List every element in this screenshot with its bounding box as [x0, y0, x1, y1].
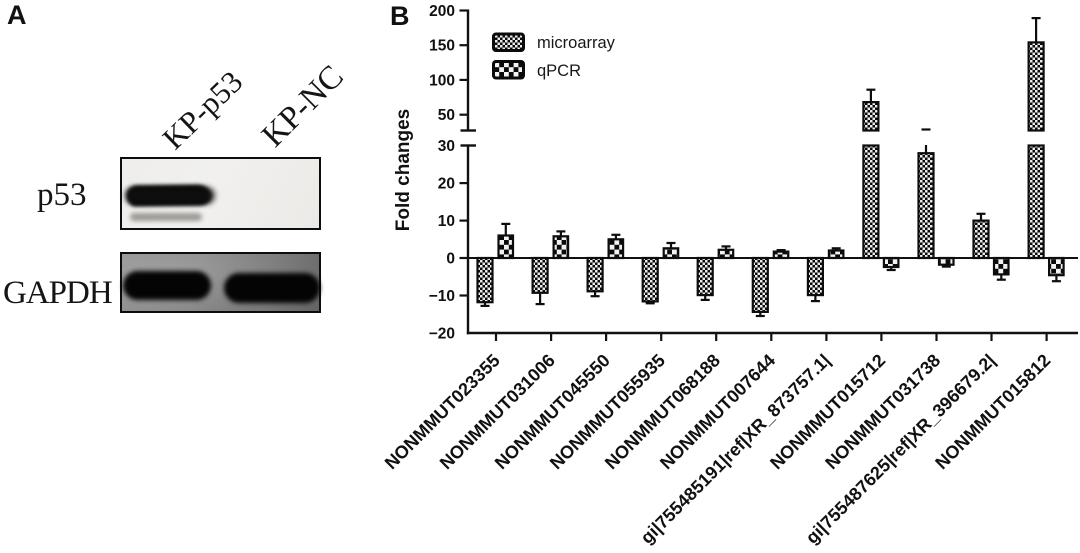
svg-text:10: 10 [438, 213, 455, 230]
svg-text:−20: −20 [429, 326, 455, 343]
svg-text:30: 30 [438, 138, 455, 155]
svg-text:KP-NC: KP-NC [255, 59, 350, 154]
svg-text:microarray: microarray [537, 34, 616, 52]
svg-text:0: 0 [446, 251, 455, 268]
svg-text:200: 200 [429, 3, 455, 20]
svg-text:50: 50 [438, 107, 455, 124]
svg-text:Fold changes: Fold changes [393, 109, 414, 231]
svg-text:150: 150 [429, 38, 455, 55]
svg-text:KP-p53: KP-p53 [156, 64, 250, 156]
svg-text:B: B [390, 1, 410, 31]
svg-text:100: 100 [429, 72, 455, 89]
svg-text:qPCR: qPCR [537, 62, 581, 80]
svg-text:20: 20 [438, 176, 455, 193]
svg-text:−10: −10 [429, 288, 455, 305]
